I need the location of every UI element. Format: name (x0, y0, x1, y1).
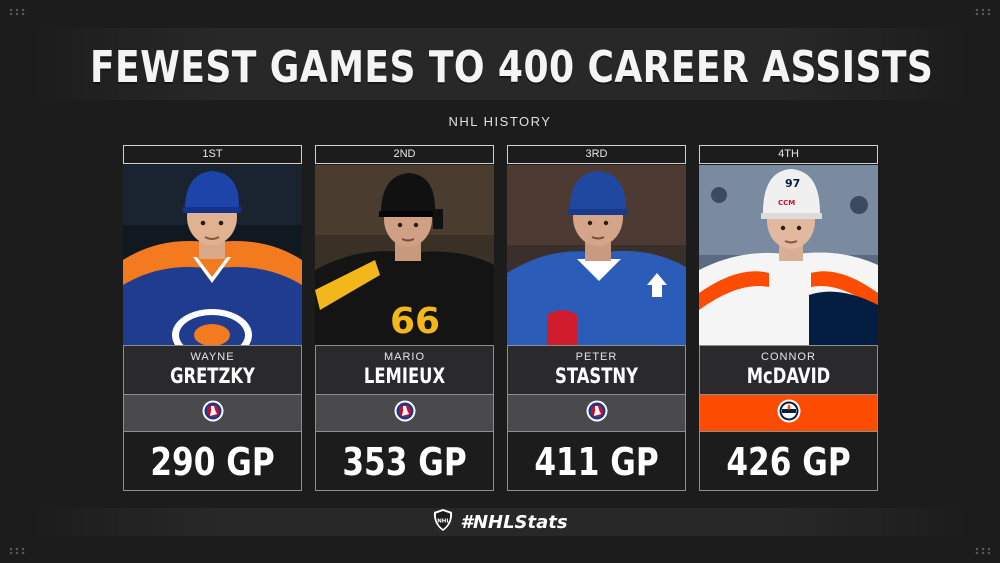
games-played-value: 353 GP (342, 440, 467, 484)
logo-bar (315, 395, 494, 431)
player-photo (507, 165, 686, 345)
games-played-box: 426 GP (699, 431, 878, 491)
rank-label: 2ND (315, 145, 494, 164)
player-card-lemieux: 2ND 66 MARIO LEMIEUX (315, 145, 494, 491)
svg-text:CCM: CCM (778, 199, 795, 207)
rank-label: 1ST (123, 145, 302, 164)
player-last-name: STASTNY (555, 364, 638, 388)
player-name: PETER STASTNY (507, 345, 686, 395)
player-name: MARIO LEMIEUX (315, 345, 494, 395)
footer-hashtag: #NHLStats (460, 511, 568, 533)
footer: NHL #NHLStats (0, 508, 1000, 536)
svg-text:NHL: NHL (438, 518, 451, 524)
player-card-gretzky: 1ST WAYNE GRETZ (123, 145, 302, 491)
games-played-box: 290 GP (123, 431, 302, 491)
hall-of-fame-icon (586, 400, 608, 427)
oilers-logo-icon (777, 399, 801, 428)
games-played-box: 353 GP (315, 431, 494, 491)
header-band (28, 28, 972, 100)
hall-of-fame-icon (202, 400, 224, 427)
corner-dots (8, 8, 26, 16)
corner-dots (974, 547, 992, 555)
hall-of-fame-icon (394, 400, 416, 427)
page-subtitle: NHL HISTORY (448, 114, 552, 129)
player-cards: 1ST WAYNE GRETZ (123, 145, 878, 491)
svg-text:66: 66 (390, 301, 440, 342)
page-title: FEWEST GAMES TO 400 CAREER ASSISTS (90, 42, 934, 93)
player-last-name: GRETZKY (170, 364, 255, 388)
player-name: CONNOR McDAVID (699, 345, 878, 395)
rank-label: 3RD (507, 145, 686, 164)
player-photo: 97 CCM (699, 165, 878, 345)
games-played-value: 411 GP (534, 440, 659, 484)
games-played-value: 290 GP (150, 440, 275, 484)
logo-bar (123, 395, 302, 431)
rank-label: 4TH (699, 145, 878, 164)
logo-bar (507, 395, 686, 431)
svg-text:97: 97 (785, 177, 800, 190)
player-card-stastny: 3RD PETER STASTNY (507, 145, 686, 491)
footer-band (28, 508, 972, 536)
player-name: WAYNE GRETZKY (123, 345, 302, 395)
corner-dots (8, 547, 26, 555)
player-first-name: PETER (575, 351, 618, 363)
games-played-box: 411 GP (507, 431, 686, 491)
player-first-name: CONNOR (761, 351, 816, 363)
player-first-name: MARIO (383, 351, 426, 363)
player-photo (123, 165, 302, 345)
player-last-name: LEMIEUX (363, 364, 446, 388)
player-card-mcdavid: 4TH 97 CCM CON (699, 145, 878, 491)
corner-dots (974, 8, 992, 16)
logo-bar (699, 395, 878, 431)
player-last-name: McDAVID (746, 364, 831, 388)
player-photo: 66 (315, 165, 494, 345)
nhl-shield-icon: NHL (432, 508, 454, 537)
games-played-value: 426 GP (726, 440, 851, 484)
player-first-name: WAYNE (190, 351, 235, 363)
